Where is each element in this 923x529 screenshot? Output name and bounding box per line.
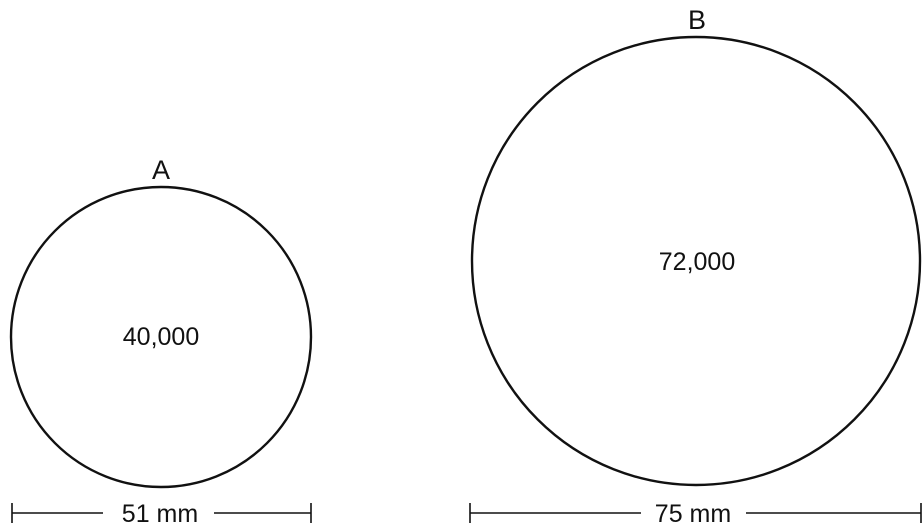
- circle-a-dimension: 51 mm: [11, 500, 312, 528]
- circle-a-diameter-label: 51 mm: [122, 500, 198, 528]
- circle-b: [470, 35, 922, 487]
- circle-b-value: 72,000: [659, 248, 735, 276]
- circle-b-group: B 72,000 75 mm: [469, 5, 922, 528]
- circle-b-dimension: 75 mm: [469, 500, 922, 528]
- circle-a-label: A: [152, 155, 170, 185]
- circle-b-diameter-label: 75 mm: [655, 500, 731, 528]
- circle-a-value: 40,000: [123, 323, 199, 351]
- circle-a-group: A 40,000 51 mm: [9, 155, 313, 528]
- circle-b-label: B: [688, 5, 706, 35]
- circle-a: [9, 185, 313, 489]
